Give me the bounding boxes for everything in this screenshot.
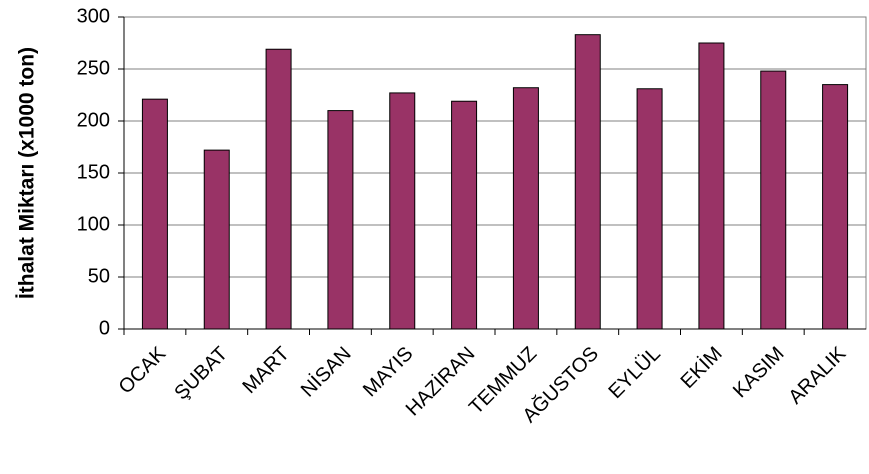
bar [636,88,663,330]
bar [574,34,601,330]
bar [141,98,168,330]
y-tick-label: 150 [77,161,110,183]
bar [389,92,416,330]
x-tick-label: ŞUBAT [170,343,232,405]
y-tick-label: 200 [77,109,110,131]
x-tick-label: NİSAN [296,342,355,401]
y-tick-label: 250 [77,57,110,79]
bar [451,100,478,330]
bar [512,87,539,330]
y-tick-label: 50 [88,265,110,287]
y-tick-label: 0 [99,317,110,339]
x-tick-label: KASIM [729,343,789,403]
x-tick-label: MAYIS [359,343,418,402]
y-tick-label: 300 [77,5,110,27]
x-tick-label: EYLÜL [604,343,664,403]
bar [698,42,725,330]
bar [327,110,354,330]
x-tick-label: OCAK [115,342,171,398]
bar [822,84,849,330]
bar [265,48,292,330]
bar [203,149,230,330]
bar [760,70,787,330]
x-tick-label: MART [238,343,293,398]
x-tick-label: EKİM [676,342,727,393]
y-axis-label: İthalat Miktarı (x1000 ton) [16,47,39,299]
x-tick-label: ARALIK [784,342,850,408]
y-tick-label: 100 [77,213,110,235]
